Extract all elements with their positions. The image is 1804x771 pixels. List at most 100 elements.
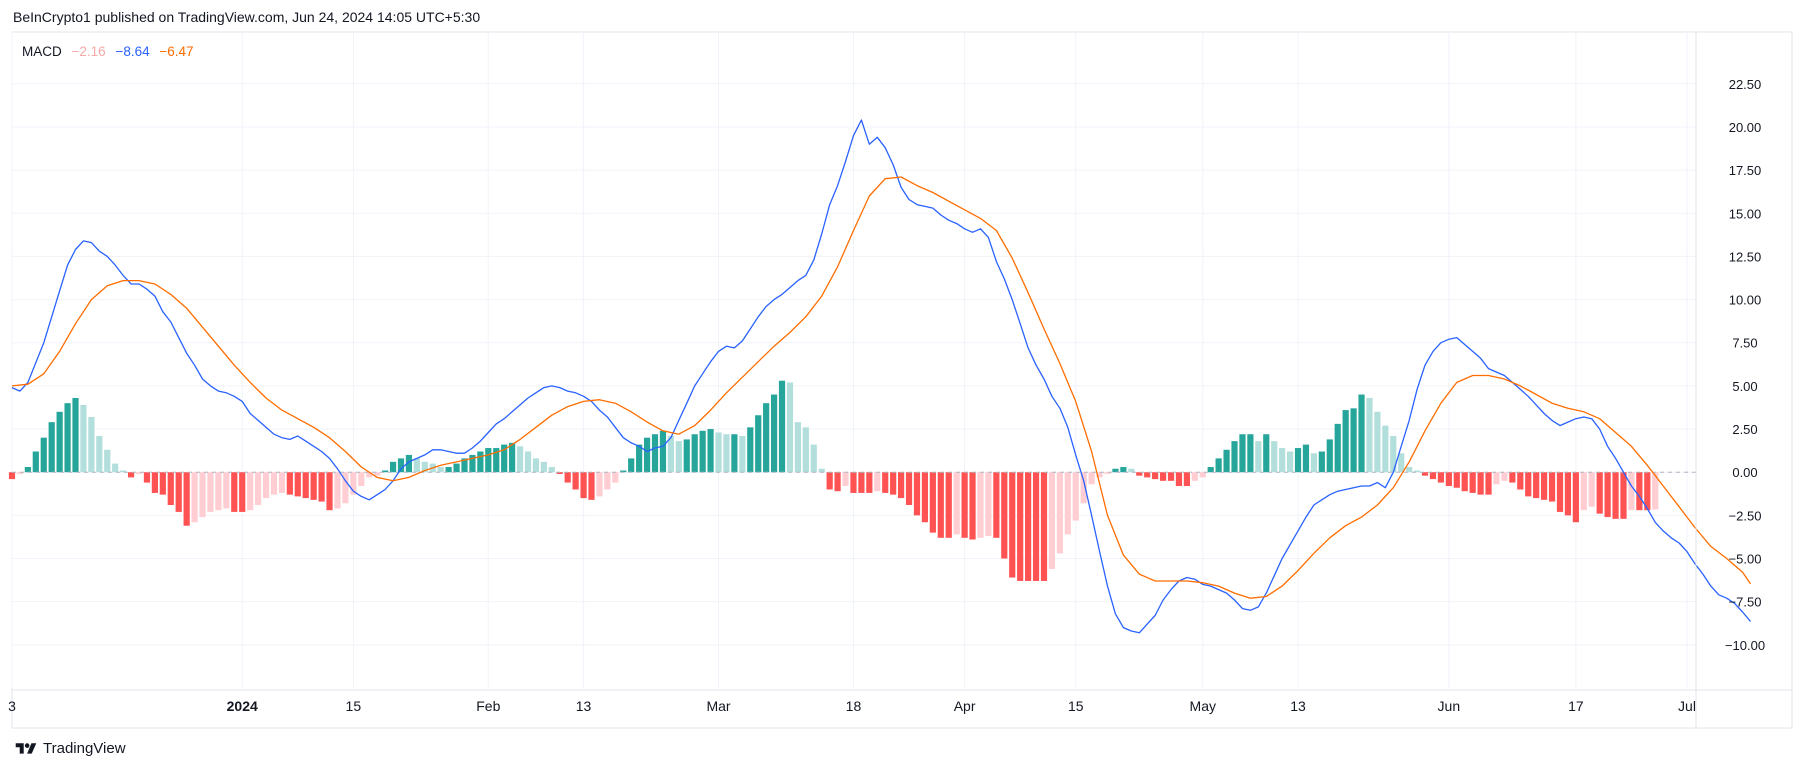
legend-macd-value: −8.64 [115,44,150,59]
histogram-bar [183,472,190,526]
histogram-bar [770,394,778,473]
y-axis[interactable]: 22.50 20.00 17.50 15.00 12.50 10.00 7.50 5.00 2.… [1725,77,1765,653]
histogram-bar [778,380,786,473]
histogram-bar [32,451,39,473]
histogram-bar [223,472,230,509]
histogram-bar [24,467,31,473]
histogram-bar [1239,434,1246,473]
y-tick-label: 0.00 [1732,465,1757,480]
histogram-bar [961,472,968,538]
brand-name: TradingView [43,740,126,757]
histogram-bar [1318,451,1325,473]
histogram-bar [143,472,151,483]
tradingview-branding[interactable]: TradingView [13,740,126,757]
histogram-bar [699,430,706,473]
indicator-legend[interactable]: MACD −2.16 −8.64 −6.47 [22,44,200,59]
histogram-bar [191,472,198,523]
x-tick-label: 18 [846,698,862,714]
histogram-bar [675,441,682,473]
histogram-bar [993,472,1000,538]
histogram-bar [913,472,921,516]
histogram-bar [1215,458,1222,473]
histogram-bar [882,472,889,493]
histogram-bar [318,472,325,502]
y-tick-label: 10.00 [1729,293,1762,308]
histogram-bar [1620,472,1627,519]
histogram-bar [1533,472,1540,499]
histogram-bar [1413,470,1421,473]
histogram-bar [945,472,952,538]
histogram-bar [532,458,540,473]
histogram-bar [1025,472,1032,581]
histogram-bar [755,415,762,473]
histogram-bar [683,439,690,473]
histogram-bar [1469,472,1476,493]
x-tick-label: 13 [1290,698,1306,714]
x-tick-label: 15 [1068,698,1084,714]
histogram-bar [1334,423,1341,473]
histogram-bar [1493,472,1500,485]
histogram-bar [620,470,627,473]
histogram-bar [794,422,801,473]
histogram-bar [239,472,246,512]
histogram-bar [929,472,936,533]
histogram-bar [48,422,55,473]
histogram-bar [254,472,262,506]
histogram-bar [890,472,897,495]
histogram-bar [302,472,309,499]
histogram-bar [88,416,95,473]
histogram-bar [1183,472,1190,487]
histogram-bar [1596,472,1603,514]
histogram-bar [604,472,611,490]
histogram-bar [358,472,365,487]
histogram-bar [477,451,484,473]
histogram-bar [1477,472,1484,495]
histogram-bar [159,472,166,495]
histogram-bar [1437,472,1445,483]
histogram-bar [1406,467,1413,473]
histogram-bar [977,472,984,538]
y-tick-label: 15.00 [1729,206,1762,221]
histogram-bar [1271,441,1278,473]
histogram-bar [127,472,135,478]
histogram-bar [1628,472,1635,511]
histogram-bar [334,472,341,509]
histogram-bar [1556,472,1564,512]
histogram-bar [786,382,794,473]
histogram-bar [1421,472,1429,476]
histogram-bar [421,461,428,473]
histogram-bar [953,472,960,535]
tradingview-logo-icon [15,742,37,754]
histogram-bar [588,472,595,500]
histogram-bar [1040,472,1048,581]
histogram-bar [231,472,238,512]
histogram-bar [1080,472,1087,504]
histogram-bar [898,472,905,499]
histogram-bar [985,472,992,537]
histogram-bar [1088,472,1095,485]
histogram-bar [874,472,881,492]
histogram-bar [810,444,817,473]
histogram-bar [1263,434,1270,473]
x-axis[interactable]: 3 2024 15 Feb 13 Mar 18 Apr 15 May 13 Jun 17 Jul [8,689,1792,714]
histogram-bar [1604,472,1611,518]
x-tick-label: 13 [576,698,592,714]
histogram-bar [207,472,214,512]
histogram-bar [1326,439,1333,473]
histogram-bar [1231,441,1238,473]
histogram-bar [286,472,293,495]
histogram-bar [1636,472,1643,511]
histogram-bar [596,472,603,497]
histogram-bar [826,472,833,490]
histogram-bar [556,472,563,474]
histogram-bar [723,434,730,473]
histogram-bar [1398,453,1405,473]
histogram-bar [905,472,913,506]
x-tick-label: 15 [346,698,362,714]
x-tick-label: Jun [1438,698,1461,714]
histogram-bar [366,472,373,478]
histogram-bar [651,434,659,473]
histogram-bar [1152,472,1159,480]
histogram-bar [96,435,103,473]
histogram-bar [1072,472,1079,521]
